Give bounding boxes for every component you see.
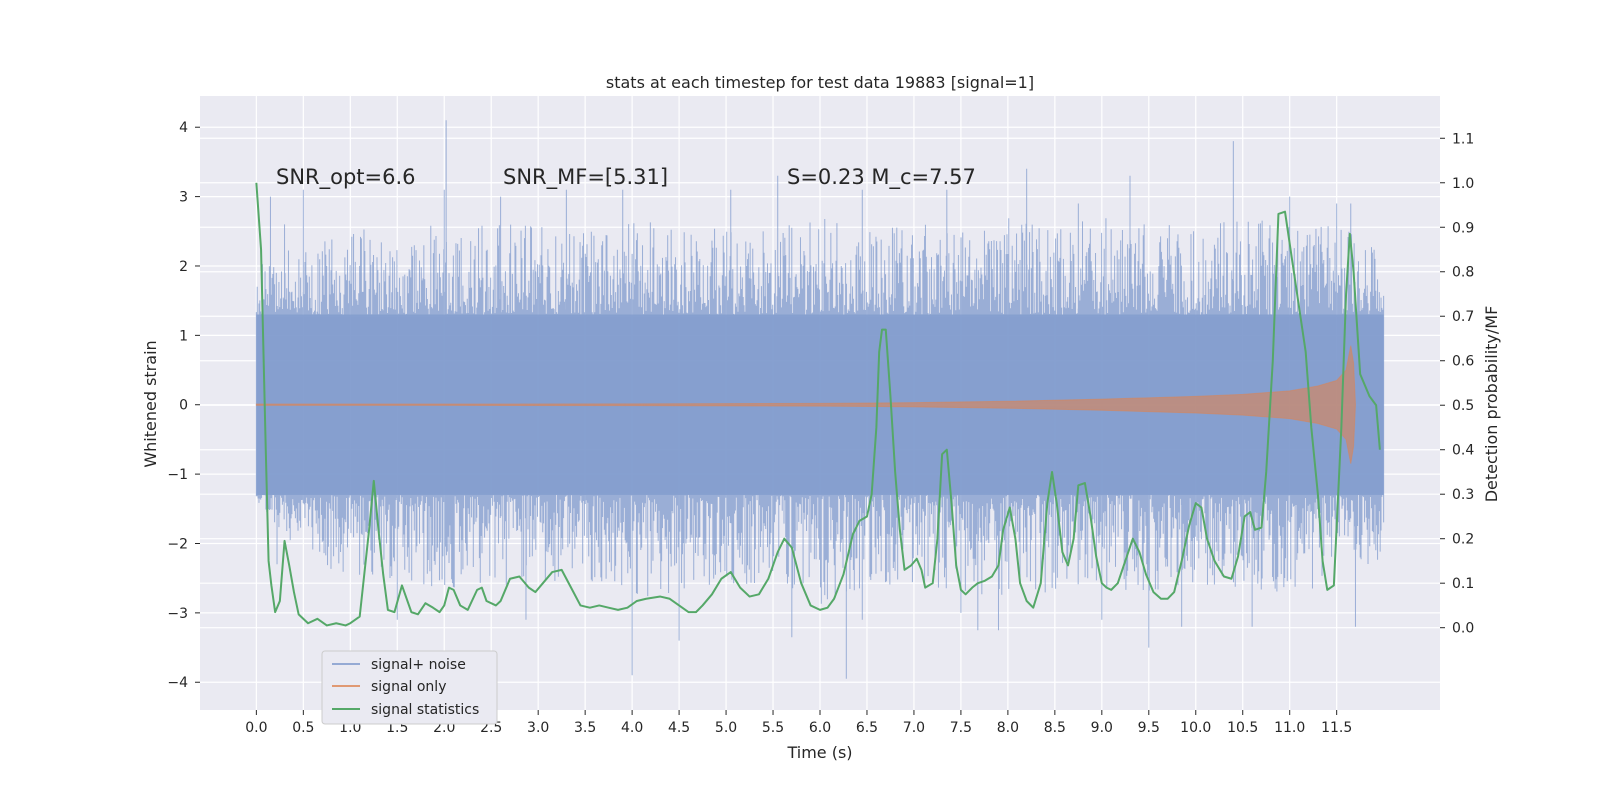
x-tick-label-23: 11.5 — [1321, 720, 1352, 736]
x-axis-ticks: 0.0 0.5 1.0 1.5 2.0 2.5 3.0 3.5 4.0 4.5 5.0 5.5 6.0 6… — [245, 710, 1352, 736]
y-right-tick-label-8: 0.8 — [1452, 265, 1474, 281]
y-right-tick-label-11: 1.1 — [1452, 131, 1474, 147]
legend-label-signal-statistics: signal statistics — [371, 702, 479, 718]
y-right-tick-label-5: 0.5 — [1452, 398, 1474, 414]
series-signal-only — [255, 345, 1356, 464]
legend-label-signal-only: signal only — [371, 679, 446, 695]
y-left-tick-label-7: 3 — [179, 190, 188, 206]
y-right-tick-label-9: 0.9 — [1452, 220, 1474, 236]
x-tick-label-14: 7.0 — [903, 720, 925, 736]
y-axis-left-label: Whitened strain — [141, 340, 160, 467]
annotation-snr-opt: SNR_opt=6.6 — [276, 165, 416, 190]
y-left-tick-label-4: 0 — [179, 398, 188, 414]
x-tick-label-15: 7.5 — [950, 720, 972, 736]
y-axis-right-label: Detection probability/MF — [1482, 306, 1501, 503]
y-axis-left-ticks: −4 −3 −2 −1 0 1 2 3 4 — [167, 120, 200, 691]
x-tick-label-22: 11.0 — [1274, 720, 1305, 736]
y-left-tick-label-6: 2 — [179, 259, 188, 275]
x-tick-label-8: 4.0 — [621, 720, 643, 736]
x-tick-label-1: 0.5 — [292, 720, 314, 736]
y-right-tick-label-7: 0.7 — [1452, 309, 1474, 325]
y-left-tick-label-3: −1 — [167, 467, 188, 483]
series-signal-statistics — [255, 182, 1381, 627]
y-right-tick-label-1: 0.1 — [1452, 576, 1474, 592]
x-tick-label-20: 10.0 — [1180, 720, 1211, 736]
x-tick-label-9: 4.5 — [668, 720, 690, 736]
y-right-tick-label-3: 0.3 — [1452, 487, 1474, 503]
statistics-line — [255, 182, 1381, 627]
x-tick-label-16: 8.0 — [997, 720, 1019, 736]
annotation-s-mc: S=0.23 M_c=7.57 — [787, 165, 976, 190]
legend-box — [321, 650, 498, 725]
y-right-tick-label-6: 0.6 — [1452, 354, 1474, 370]
x-tick-label-6: 3.0 — [527, 720, 549, 736]
y-right-tick-label-2: 0.2 — [1452, 532, 1474, 548]
x-tick-label-11: 5.5 — [762, 720, 784, 736]
x-tick-label-0: 0.0 — [245, 720, 267, 736]
y-left-tick-label-1: −3 — [167, 606, 188, 622]
x-axis-label: Time (s) — [786, 743, 852, 762]
x-tick-label-19: 9.5 — [1138, 720, 1160, 736]
y-right-tick-label-10: 1.0 — [1452, 176, 1474, 192]
y-right-tick-label-4: 0.4 — [1452, 443, 1474, 459]
x-tick-label-13: 6.5 — [856, 720, 878, 736]
legend: signal+ noise signal only signal statist… — [321, 650, 498, 725]
x-tick-label-7: 3.5 — [574, 720, 596, 736]
y-left-tick-label-5: 1 — [179, 328, 188, 344]
y-left-tick-label-0: −4 — [167, 675, 188, 691]
chirp-envelope — [255, 345, 1356, 464]
y-left-tick-label-8: 4 — [179, 120, 188, 136]
chart-title: stats at each timestep for test data 198… — [606, 73, 1034, 92]
annotation-snr-mf: SNR_MF=[5.31] — [503, 165, 668, 190]
y-axis-right-ticks: 0.0 0.1 0.2 0.3 0.4 0.5 0.6 0.7 0.8 0.9 1.0 1.1 — [1440, 131, 1474, 637]
annotations: SNR_opt=6.6 SNR_MF=[5.31] S=0.23 M_c=7.5… — [276, 165, 976, 190]
x-tick-label-12: 6.0 — [809, 720, 831, 736]
x-tick-label-10: 5.0 — [715, 720, 737, 736]
legend-label-signal-noise: signal+ noise — [371, 657, 466, 673]
x-tick-label-21: 10.5 — [1227, 720, 1258, 736]
x-tick-label-17: 8.5 — [1044, 720, 1066, 736]
y-left-tick-label-2: −2 — [167, 536, 188, 552]
x-tick-label-18: 9.0 — [1091, 720, 1113, 736]
y-right-tick-label-0: 0.0 — [1452, 621, 1474, 637]
